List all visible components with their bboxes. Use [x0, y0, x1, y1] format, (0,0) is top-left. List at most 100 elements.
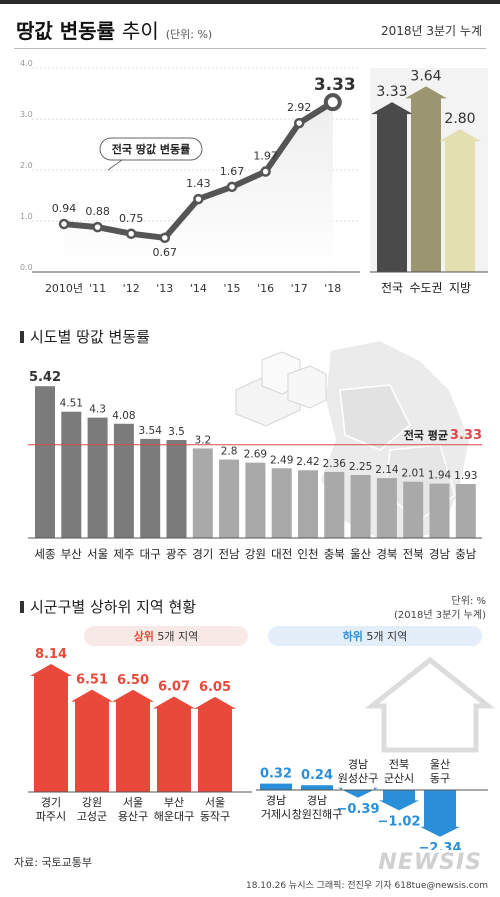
bar-value-label: 2.42 [296, 456, 319, 468]
bar-value-label: 1.93 [454, 470, 477, 482]
period-label: 2018년 3분기 누계 [380, 24, 482, 38]
bar [298, 470, 318, 538]
bar-category-label: 대구 [140, 547, 161, 561]
bar [405, 86, 447, 272]
callout-pointer [107, 159, 123, 171]
watermark: NEWSIS [378, 850, 482, 875]
bar [30, 664, 72, 792]
x-tick-label: '18 [324, 282, 341, 295]
bar-category-label: 창원진해구 [292, 807, 343, 821]
data-label: 0.67 [153, 246, 178, 259]
bar-value-label: 5.42 [29, 370, 61, 385]
page-title-sub: 추이 [121, 19, 159, 43]
bar [192, 448, 213, 538]
bar-value-label: 8.14 [35, 647, 67, 662]
bar-value-label: 2.01 [402, 468, 425, 480]
bar [35, 386, 55, 538]
y-tick-label: 0.0 [20, 263, 33, 272]
bar-category-label: 거제시 [261, 808, 291, 821]
bar [420, 790, 460, 837]
reference-line-label: 전국 평균 [404, 428, 448, 442]
bar-value-label: 2.14 [375, 464, 399, 476]
section3-heading: 시군구별 상하위 지역 현황 [20, 596, 196, 617]
bar-category-label: 인천 [297, 547, 318, 561]
bar-value-label: 3.5 [168, 426, 185, 438]
bar-category-label: 해운대구 [154, 809, 194, 823]
bar [379, 790, 419, 811]
bar-category-label: 원성산구 [338, 772, 378, 785]
bar [350, 475, 371, 538]
building-illustration [287, 365, 327, 409]
bar-value-label: 2.36 [323, 458, 347, 470]
bar [301, 785, 333, 790]
data-point [125, 228, 137, 239]
bar-category-label: 동작구 [200, 810, 230, 823]
header-divider [14, 48, 486, 49]
bar-category-label: 경남 [429, 547, 451, 561]
data-label: 2.92 [287, 101, 312, 114]
section-bullet-icon [20, 601, 24, 613]
bar-category-label: 동구 [430, 772, 450, 785]
bar-category-label: 전국 [381, 281, 403, 295]
bar-value-label: 4.51 [60, 398, 83, 410]
bar [219, 459, 240, 538]
x-tick-label: '16 [257, 282, 274, 295]
data-point [226, 181, 238, 193]
top-badge-label: 상위 5개 지역 [134, 629, 199, 643]
bar-value-label: 2.80 [444, 111, 475, 127]
bar-category-label: 서울 [123, 796, 143, 809]
page-title: 땅값 변동률 추이 (단위: %) [16, 15, 212, 44]
x-tick-label: 2010년 [45, 282, 83, 295]
bar-category-label: 부산 [164, 796, 184, 809]
data-point [159, 232, 171, 244]
x-tick-label: '11 [89, 282, 106, 295]
bottom-badge-label: 하위 5개 지역 [343, 629, 408, 643]
bar [61, 411, 82, 538]
page-title-main: 땅값 변동률 [16, 19, 115, 43]
section3-unit: 단위: % [451, 596, 486, 607]
bar-value-label: 2.25 [349, 461, 372, 473]
top-badge-rest: 5개 지역 [154, 630, 198, 643]
top-badge [84, 626, 248, 646]
region-chart: 5.42 세종 4.51 부산 4.3 서울 4.08 제주 3.54 대구 3.5 광주 3.2 경기 2… [28, 338, 482, 561]
data-label: 0.88 [85, 205, 110, 218]
district-chart: 상위 5개 지역 하위 5개 지역8.14경기파주시6.51강원고성군6.50서울… [28, 626, 496, 850]
bar-category-label: 세종 [34, 547, 55, 561]
data-point [92, 221, 103, 233]
house-outline-icon [364, 656, 496, 753]
map-region-shape [339, 384, 411, 451]
bar-value-label: 3.64 [410, 68, 441, 84]
bar-value-label: 4.08 [112, 410, 135, 422]
data-point [323, 93, 342, 112]
x-tick-label: '13 [156, 282, 173, 295]
bar-value-label: 2.8 [221, 446, 238, 458]
bar-category-label: 강원 [245, 547, 266, 561]
bar [439, 129, 481, 272]
bar-category-label: 서울 [87, 547, 108, 561]
bar-category-label: 경기 [41, 796, 61, 809]
bar-value-label: 1.94 [428, 470, 452, 482]
bar-category-label: 전북 [389, 758, 409, 771]
bar [403, 481, 424, 538]
bar-value-label: 4.3 [89, 404, 106, 416]
data-point [260, 166, 271, 177]
bar-value-label: 2.49 [270, 454, 293, 466]
bar-category-label: 경기 [192, 547, 213, 561]
y-tick-label: 4.0 [20, 59, 33, 68]
x-tick-label: '12 [123, 282, 140, 295]
bar [194, 696, 236, 792]
bar-category-label: 전북 [403, 547, 424, 561]
section2-title: 시도별 땅값 변동률 [30, 328, 150, 346]
source-note: 자료: 국토교통부 [14, 856, 93, 869]
bar [376, 478, 397, 538]
district-panel: 상위 5개 지역 하위 5개 지역 8.14 경기 파주시 6.51 강원 고성군 6.50 서울… [0, 620, 500, 850]
region-panel: 5.42 세종 4.51 부산 4.3 서울 4.08 제주 3.54 대구 3.5 광주 3.2 경기 2… [0, 330, 500, 580]
section3-title: 시군구별 상하위 지역 현황 [30, 598, 197, 616]
bar-value-label: 3.33 [376, 84, 407, 100]
trend-panel: 0.0 1.0 2.0 3.0 4.0 0.94 2010년 0.88 '11 0.75 '12 0.… [0, 54, 500, 314]
bar-category-label: 군산시 [384, 772, 414, 785]
bar [71, 689, 113, 792]
bar-value-label: −1.02 [378, 814, 421, 829]
x-tick-label: '17 [291, 282, 308, 295]
bar-category-label: 용산구 [118, 810, 148, 823]
